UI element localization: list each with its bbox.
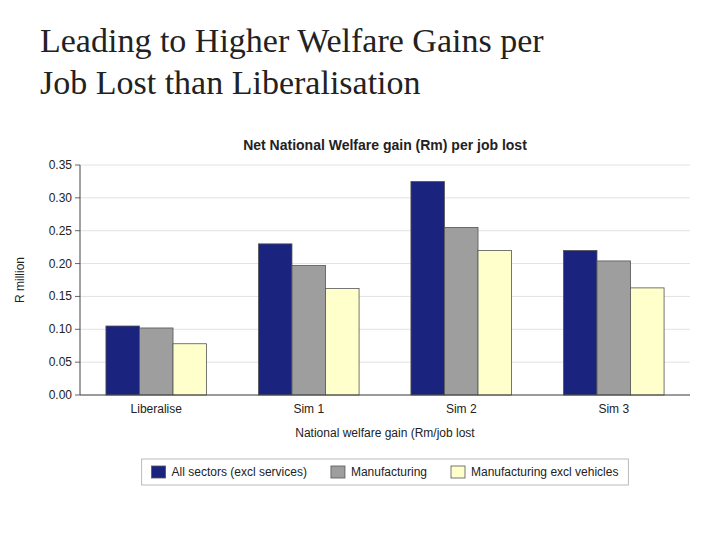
tick-mark bbox=[75, 329, 80, 330]
tick-mark bbox=[75, 230, 80, 231]
legend-item: All sectors (excl services) bbox=[152, 465, 307, 479]
bar bbox=[563, 250, 597, 395]
bar bbox=[292, 266, 326, 395]
bar bbox=[597, 261, 631, 395]
chart: Leading to Higher Welfare Gains perJob L… bbox=[0, 0, 720, 540]
legend-swatch bbox=[451, 466, 465, 478]
y-axis-label: R million bbox=[13, 257, 27, 303]
category-label: Sim 1 bbox=[293, 402, 324, 416]
legend-swatch bbox=[152, 466, 166, 478]
legend-item: Manufacturing excl vehicles bbox=[451, 465, 618, 479]
tick-label: 0.00 bbox=[49, 388, 73, 402]
bar bbox=[326, 289, 360, 395]
bar bbox=[411, 181, 445, 395]
bar bbox=[106, 326, 140, 395]
chart-title: Net National Welfare gain (Rm) per job l… bbox=[243, 137, 527, 153]
grid-line bbox=[80, 165, 690, 166]
category-label: Liberalise bbox=[131, 402, 183, 416]
legend: All sectors (excl services) Manufacturing… bbox=[142, 459, 629, 485]
tick-mark bbox=[75, 165, 80, 166]
x-axis-label: National welfare gain (Rm/job lost bbox=[295, 426, 475, 440]
bar bbox=[478, 250, 512, 395]
x-axis-line bbox=[80, 395, 690, 396]
legend-label: Manufacturing excl vehicles bbox=[471, 465, 618, 479]
tick-label: 0.20 bbox=[49, 257, 73, 271]
category-label: Sim 3 bbox=[598, 402, 629, 416]
tick-label: 0.30 bbox=[49, 191, 73, 205]
tick-label: 0.10 bbox=[49, 322, 73, 336]
tick-label: 0.35 bbox=[49, 158, 73, 172]
tick-label: 0.25 bbox=[49, 224, 73, 238]
grid bbox=[80, 165, 690, 395]
legend-swatch bbox=[331, 466, 345, 478]
legend-label: Manufacturing bbox=[351, 465, 427, 479]
tick-mark bbox=[75, 395, 80, 396]
grid-line bbox=[80, 230, 690, 231]
bar bbox=[631, 288, 665, 395]
legend-item: Manufacturing bbox=[331, 465, 427, 479]
grid-line bbox=[80, 197, 690, 198]
tick-mark bbox=[75, 263, 80, 264]
grid-line bbox=[80, 395, 690, 396]
category-label: Sim 2 bbox=[446, 402, 477, 416]
tick-mark bbox=[75, 296, 80, 297]
tick-label: 0.05 bbox=[49, 355, 73, 369]
legend-label: All sectors (excl services) bbox=[172, 465, 307, 479]
title: Leading to Higher Welfare Gains perJob L… bbox=[40, 22, 544, 101]
bar bbox=[444, 227, 478, 395]
tick-mark bbox=[75, 197, 80, 198]
bar bbox=[173, 344, 207, 395]
bar bbox=[258, 244, 292, 395]
y-axis-line bbox=[80, 165, 81, 395]
legend-frame bbox=[142, 459, 629, 485]
bar bbox=[139, 328, 173, 395]
tick-mark bbox=[75, 362, 80, 363]
tick-label: 0.15 bbox=[49, 289, 73, 303]
